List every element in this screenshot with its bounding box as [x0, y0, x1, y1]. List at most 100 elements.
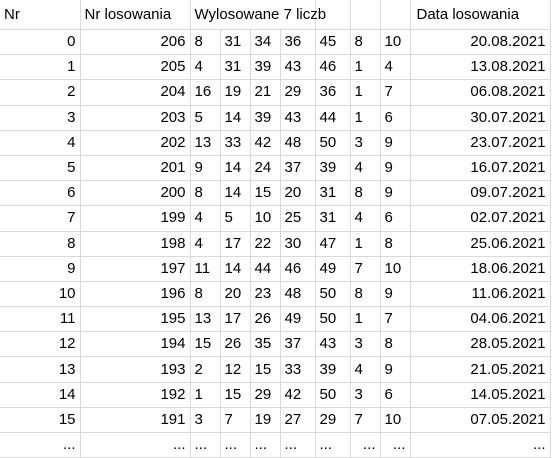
cell-number[interactable]: 25: [280, 205, 316, 232]
cell-number[interactable]: 43: [280, 54, 316, 81]
cell-number[interactable]: 49: [315, 256, 351, 282]
cell-ellipsis[interactable]: ...: [315, 432, 351, 458]
cell-date[interactable]: 14.05.2021: [410, 382, 551, 408]
cell-number[interactable]: 1: [350, 105, 381, 131]
cell-draw-number[interactable]: 191: [80, 407, 191, 434]
cell-number[interactable]: 42: [280, 382, 316, 408]
cell-nr[interactable]: 12: [0, 331, 81, 358]
header-data-losowania[interactable]: Data losowania: [410, 0, 551, 30]
cell-number[interactable]: 3: [190, 407, 221, 434]
cell-number[interactable]: 26: [250, 306, 281, 333]
cell-number[interactable]: 1: [350, 54, 381, 81]
cell-date[interactable]: 07.05.2021: [410, 407, 551, 434]
cell-number[interactable]: 5: [220, 205, 251, 232]
cell-draw-number[interactable]: 195: [80, 306, 191, 333]
cell-number[interactable]: 21: [250, 79, 281, 106]
cell-draw-number[interactable]: 202: [80, 130, 191, 156]
cell-number[interactable]: 9: [380, 281, 411, 308]
cell-number[interactable]: 7: [380, 79, 411, 106]
cell-number[interactable]: 29: [250, 382, 281, 408]
cell-number[interactable]: 7: [350, 407, 381, 434]
cell-number[interactable]: 1: [350, 306, 381, 333]
cell-number[interactable]: 50: [315, 130, 351, 156]
cell-number[interactable]: 27: [280, 407, 316, 434]
cell-number[interactable]: 8: [190, 180, 221, 207]
cell-date[interactable]: 25.06.2021: [410, 231, 551, 257]
cell-date[interactable]: 30.07.2021: [410, 105, 551, 131]
cell-number[interactable]: 43: [280, 105, 316, 131]
cell-ellipsis[interactable]: ...: [190, 432, 221, 458]
header-nr-losowania[interactable]: Nr losowania: [80, 0, 191, 30]
cell-number[interactable]: 15: [250, 356, 281, 383]
cell-number[interactable]: 9: [380, 356, 411, 383]
cell-ellipsis[interactable]: ...: [0, 432, 81, 458]
cell-number[interactable]: 31: [220, 29, 251, 56]
cell-number[interactable]: 6: [380, 382, 411, 408]
cell-number[interactable]: 33: [220, 130, 251, 156]
cell-number[interactable]: 2: [190, 356, 221, 383]
cell-number[interactable]: 48: [280, 130, 316, 156]
header-empty-cell[interactable]: [220, 0, 250, 30]
cell-draw-number[interactable]: 197: [80, 256, 191, 282]
cell-number[interactable]: 4: [350, 356, 381, 383]
cell-number[interactable]: 10: [380, 256, 411, 282]
cell-number[interactable]: 36: [315, 79, 351, 106]
cell-number[interactable]: 8: [380, 331, 411, 358]
header-empty-cell[interactable]: [350, 0, 381, 30]
cell-number[interactable]: 48: [280, 281, 316, 308]
cell-nr[interactable]: 8: [0, 231, 81, 257]
cell-ellipsis[interactable]: ...: [350, 432, 381, 458]
cell-number[interactable]: 50: [315, 382, 351, 408]
cell-draw-number[interactable]: 199: [80, 205, 191, 232]
cell-nr[interactable]: 15: [0, 407, 81, 434]
header-empty-cell[interactable]: [315, 0, 351, 30]
cell-nr[interactable]: 5: [0, 155, 81, 182]
cell-draw-number[interactable]: 196: [80, 281, 191, 308]
cell-number[interactable]: 6: [380, 205, 411, 232]
cell-number[interactable]: 37: [280, 155, 316, 182]
cell-number[interactable]: 4: [380, 54, 411, 81]
cell-number[interactable]: 29: [315, 407, 351, 434]
cell-number[interactable]: 17: [220, 306, 251, 333]
cell-number[interactable]: 36: [280, 29, 316, 56]
header-empty-cell[interactable]: [380, 0, 411, 30]
cell-number[interactable]: 30: [280, 231, 316, 257]
header-nr[interactable]: Nr: [0, 0, 81, 30]
cell-number[interactable]: 42: [250, 130, 281, 156]
cell-number[interactable]: 44: [315, 105, 351, 131]
cell-number[interactable]: 4: [190, 54, 221, 81]
cell-number[interactable]: 50: [315, 306, 351, 333]
cell-number[interactable]: 12: [220, 356, 251, 383]
cell-number[interactable]: 9: [380, 155, 411, 182]
cell-number[interactable]: 8: [350, 29, 381, 56]
cell-nr[interactable]: 0: [0, 29, 81, 56]
cell-number[interactable]: 8: [350, 281, 381, 308]
header-empty-cell[interactable]: [250, 0, 280, 30]
cell-date[interactable]: 23.07.2021: [410, 130, 551, 156]
cell-number[interactable]: 7: [220, 407, 251, 434]
cell-number[interactable]: 29: [280, 79, 316, 106]
cell-number[interactable]: 45: [315, 29, 351, 56]
cell-number[interactable]: 20: [220, 281, 251, 308]
cell-number[interactable]: 31: [315, 205, 351, 232]
cell-date[interactable]: 11.06.2021: [410, 281, 551, 308]
cell-draw-number[interactable]: 203: [80, 105, 191, 131]
cell-number[interactable]: 7: [380, 306, 411, 333]
cell-number[interactable]: 49: [280, 306, 316, 333]
cell-number[interactable]: 6: [380, 105, 411, 131]
header-wylosowane[interactable]: Wylosowane 7 liczb: [190, 0, 326, 30]
cell-date[interactable]: 21.05.2021: [410, 356, 551, 383]
cell-number[interactable]: 8: [350, 180, 381, 207]
cell-number[interactable]: 10: [380, 29, 411, 56]
cell-number[interactable]: 19: [250, 407, 281, 434]
cell-date[interactable]: 20.08.2021: [410, 29, 551, 56]
cell-number[interactable]: 14: [220, 180, 251, 207]
cell-nr[interactable]: 6: [0, 180, 81, 207]
cell-date[interactable]: 09.07.2021: [410, 180, 551, 207]
cell-number[interactable]: 5: [190, 105, 221, 131]
cell-number[interactable]: 31: [315, 180, 351, 207]
cell-nr[interactable]: 13: [0, 356, 81, 383]
cell-number[interactable]: 16: [190, 79, 221, 106]
cell-number[interactable]: 35: [250, 331, 281, 358]
cell-number[interactable]: 4: [350, 205, 381, 232]
